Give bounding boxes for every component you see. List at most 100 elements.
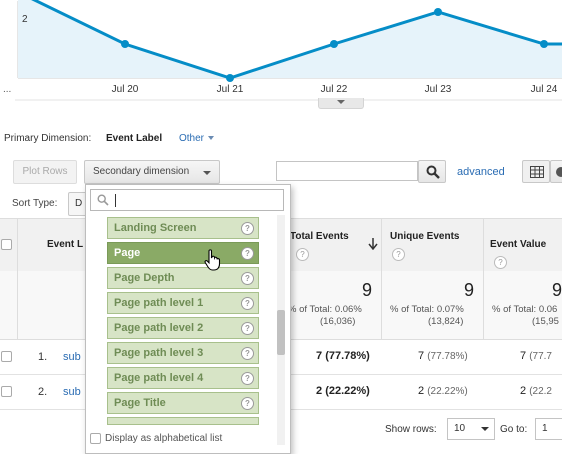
goto-label: Go to: — [500, 424, 528, 435]
primary-dimension-label: Primary Dimension: — [4, 133, 92, 144]
plot-rows-button[interactable]: Plot Rows — [13, 160, 77, 184]
dimension-item-label: Page Depth — [114, 272, 175, 284]
help-icon[interactable]: ? — [241, 297, 254, 310]
column-divider — [17, 219, 18, 271]
x-tick-jul22: Jul 22 — [320, 84, 348, 95]
row-event-value-value: 2 — [520, 385, 527, 397]
alphabetical-label: Display as alphabetical list — [105, 433, 223, 445]
dimension-item-label: Page — [114, 247, 141, 259]
row-event-label-link[interactable]: sub — [63, 386, 81, 398]
secondary-dimension-dropdown: Landing Screen? Page? Page Depth? Page p… — [85, 184, 291, 454]
show-rows-value: 10 — [454, 423, 466, 434]
dimension-item-page-path-level-4[interactable]: Page path level 4? — [107, 367, 259, 389]
sort-type-label: Sort Type: — [12, 198, 58, 209]
alphabetical-list-toggle[interactable]: Display as alphabetical list — [90, 433, 222, 444]
column-header-event-label[interactable]: Event L — [47, 239, 84, 250]
caret-down-icon — [208, 136, 215, 141]
help-icon[interactable]: ? — [241, 272, 254, 285]
row-total-events-pct: (77.78%) — [325, 350, 370, 362]
row-unique-events-value: 2 — [418, 385, 425, 397]
help-icon[interactable]: ? — [494, 256, 507, 269]
chart-data-point[interactable] — [121, 40, 129, 48]
dropdown-scrollbar-thumb[interactable] — [277, 310, 285, 355]
row-event-label-link[interactable]: sub — [63, 351, 81, 363]
dimension-item-partial[interactable] — [107, 417, 259, 425]
dimension-item-label: Landing Screen — [114, 222, 197, 234]
dimension-item-label: Page path level 1 — [114, 297, 204, 309]
row-event-value: 2 (22.2 — [520, 385, 552, 397]
row-event-value-value: 7 — [520, 350, 527, 362]
help-icon[interactable]: ? — [241, 347, 254, 360]
row-event-value-pct: (22.2 — [529, 386, 552, 397]
search-button[interactable] — [418, 160, 446, 183]
unique-events-of: (13,824) — [428, 316, 464, 327]
chart-data-point[interactable] — [434, 8, 442, 16]
table-search-input[interactable] — [276, 161, 418, 181]
row-event-value-pct: (77.7 — [529, 351, 552, 362]
column-header-total-events[interactable]: Total Events — [290, 231, 349, 242]
column-divider — [381, 271, 382, 339]
primary-dimension-event-label[interactable]: Event Label — [106, 133, 163, 144]
grid-icon — [530, 166, 544, 178]
show-rows-select[interactable]: 10 — [447, 418, 495, 440]
alphabetical-checkbox[interactable] — [90, 433, 101, 444]
help-icon[interactable]: ? — [296, 248, 309, 261]
caret-down-icon — [203, 171, 211, 175]
goto-input[interactable]: 1 — [535, 418, 562, 440]
x-tick-jul20: Jul 20 — [111, 84, 139, 95]
row-checkbox[interactable] — [1, 386, 12, 397]
dimension-item-page-path-level-2[interactable]: Page path level 2? — [107, 317, 259, 339]
secondary-dimension-button[interactable]: Secondary dimension — [84, 160, 220, 184]
primary-dimension-other[interactable]: Other — [179, 133, 215, 144]
dimension-item-page-depth[interactable]: Page Depth? — [107, 267, 259, 289]
sort-arrow-down-icon — [368, 238, 378, 250]
dimension-item-label: Page path level 3 — [114, 347, 204, 359]
pie-view-button[interactable] — [550, 160, 562, 183]
x-tick-jul24: Jul 24 — [530, 84, 558, 95]
chart-collapse-toggle[interactable] — [318, 98, 364, 109]
chart-data-point[interactable] — [330, 40, 338, 48]
help-icon[interactable]: ? — [241, 397, 254, 410]
select-all-checkbox[interactable] — [1, 239, 12, 250]
row-unique-events: 7 (77.78%) — [418, 350, 468, 362]
help-icon[interactable]: ? — [392, 248, 405, 261]
chevron-down-icon — [337, 100, 345, 104]
dimension-item-label: Page Title — [114, 397, 166, 409]
column-header-unique-events[interactable]: Unique Events — [390, 231, 460, 242]
pie-icon — [556, 167, 562, 177]
dimension-item-label: Page path level 4 — [114, 372, 204, 384]
dimension-item-page-path-level-1[interactable]: Page path level 1? — [107, 292, 259, 314]
help-icon[interactable]: ? — [241, 322, 254, 335]
table-view-button[interactable] — [522, 160, 550, 183]
row-unique-events-value: 7 — [418, 350, 425, 362]
row-unique-events-pct: (22.22%) — [427, 386, 468, 397]
column-header-event-value[interactable]: Event Value — [490, 239, 547, 250]
row-total-events: 2 (22.22%) — [316, 385, 370, 397]
chart-data-point[interactable] — [540, 40, 548, 48]
help-icon[interactable]: ? — [241, 247, 254, 260]
unique-events-sum: 9 — [464, 280, 475, 300]
help-icon[interactable]: ? — [241, 372, 254, 385]
row-event-value: 7 (77.7 — [520, 350, 552, 362]
total-events-sum: 9 — [362, 280, 373, 300]
row-unique-events-pct: (77.78%) — [427, 351, 468, 362]
column-divider — [483, 219, 484, 271]
chart-data-point[interactable] — [226, 74, 234, 82]
dimension-item-page[interactable]: Page? — [107, 242, 259, 264]
total-events-pct: % of Total: 0.06% — [288, 304, 362, 315]
dimension-item-page-path-level-3[interactable]: Page path level 3? — [107, 342, 259, 364]
row-checkbox[interactable] — [1, 351, 12, 362]
advanced-filter-link[interactable]: advanced — [457, 166, 505, 178]
line-chart — [15, 0, 562, 101]
dimension-item-page-title[interactable]: Page Title? — [107, 392, 259, 414]
event-value-sum: 9 — [552, 280, 562, 300]
row-number: 1. — [38, 351, 48, 363]
search-icon — [97, 194, 109, 206]
search-icon — [426, 165, 440, 179]
x-axis-ellipsis: ... — [3, 84, 12, 95]
unique-events-pct: % of Total: 0.07% — [390, 304, 464, 315]
dimension-search-input[interactable] — [90, 189, 284, 211]
dimension-item-landing-screen[interactable]: Landing Screen? — [107, 217, 259, 239]
column-divider — [17, 271, 18, 339]
help-icon[interactable]: ? — [241, 222, 254, 235]
